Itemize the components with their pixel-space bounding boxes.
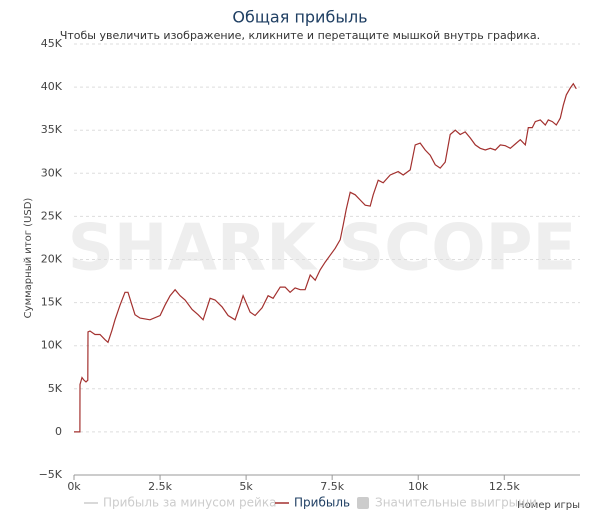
y-tick-label: 10K [41, 339, 63, 352]
chart-title: Общая прибыль [232, 8, 367, 27]
x-tick-label: 2.5k [148, 480, 172, 493]
y-tick-label: 30K [41, 166, 63, 179]
y-tick-label: 40K [41, 80, 63, 93]
watermark: SHARK SCOPE [68, 212, 576, 286]
y-axis-label: Суммарный итог (USD) [23, 198, 34, 319]
x-tick-label: 5k [239, 480, 253, 493]
profit-line [74, 82, 577, 433]
x-tick-label: 10k [408, 480, 429, 493]
y-tick-label: 0 [55, 425, 62, 438]
x-tick-label: 12.5k [489, 480, 520, 493]
chart-subtitle: Чтобы увеличить изображение, кликните и … [60, 29, 540, 42]
legend-label: Значительные выигрыши [375, 496, 537, 510]
y-tick-label: 35K [41, 123, 63, 136]
y-tick-label: 25K [41, 209, 63, 222]
y-tick-label: 15K [41, 296, 63, 309]
x-axis-label: Номер игры [517, 500, 580, 511]
y-tick-label: 5K [48, 382, 63, 395]
y-tick-label: 20K [41, 253, 63, 266]
legend-symbol [357, 497, 369, 509]
x-tick-label: 0k [67, 480, 81, 493]
legend-label: Прибыль за минусом рейка [103, 496, 276, 510]
x-tick-label: 7.5k [320, 480, 344, 493]
y-tick-label: −5K [39, 468, 63, 481]
y-tick-label: 45K [41, 37, 63, 50]
legend-label: Прибыль [294, 496, 350, 510]
